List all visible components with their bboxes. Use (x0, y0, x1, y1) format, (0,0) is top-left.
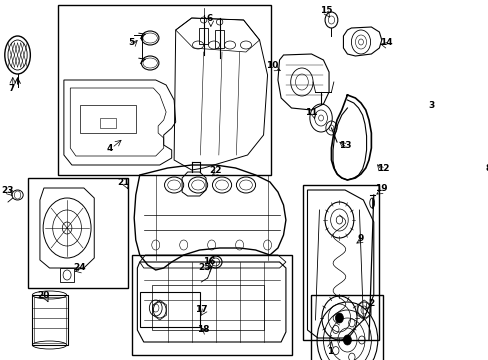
Text: 20: 20 (38, 291, 50, 300)
Bar (60, 268, 74, 282)
Text: 23: 23 (2, 185, 14, 194)
Bar (131, 255, 291, 355)
Bar (32, 295, 68, 345)
Bar (80, 105, 136, 133)
Text: 7: 7 (8, 84, 14, 93)
Text: 12: 12 (376, 163, 389, 172)
Bar (151, 285, 263, 330)
Text: 14: 14 (380, 37, 392, 46)
Text: 8: 8 (485, 163, 488, 172)
Bar (100, 118, 116, 128)
Text: 10: 10 (265, 60, 278, 69)
Bar (34, 297, 66, 343)
Text: 25: 25 (198, 264, 210, 273)
Text: 9: 9 (356, 234, 363, 243)
Text: 24: 24 (73, 264, 86, 273)
Text: 2: 2 (367, 298, 374, 307)
Text: 6: 6 (206, 14, 212, 23)
Text: 4: 4 (107, 144, 113, 153)
Circle shape (343, 335, 351, 345)
Bar (311, 295, 383, 360)
Bar (199, 28, 208, 44)
Text: 18: 18 (197, 325, 209, 334)
Text: 19: 19 (375, 184, 387, 193)
Text: 13: 13 (338, 140, 350, 149)
Bar (303, 185, 379, 340)
Bar (28, 178, 127, 288)
Text: 21: 21 (117, 177, 130, 186)
Text: 15: 15 (319, 5, 331, 14)
Text: 5: 5 (127, 37, 134, 46)
Bar (58, 5, 270, 175)
Circle shape (335, 313, 343, 323)
Text: 17: 17 (195, 306, 207, 315)
Text: 16: 16 (203, 257, 215, 266)
Text: 11: 11 (305, 108, 317, 117)
Bar (214, 30, 224, 48)
Text: 3: 3 (427, 100, 433, 109)
Bar (140, 292, 199, 327)
Text: 22: 22 (209, 166, 222, 175)
Text: 1: 1 (326, 347, 332, 356)
